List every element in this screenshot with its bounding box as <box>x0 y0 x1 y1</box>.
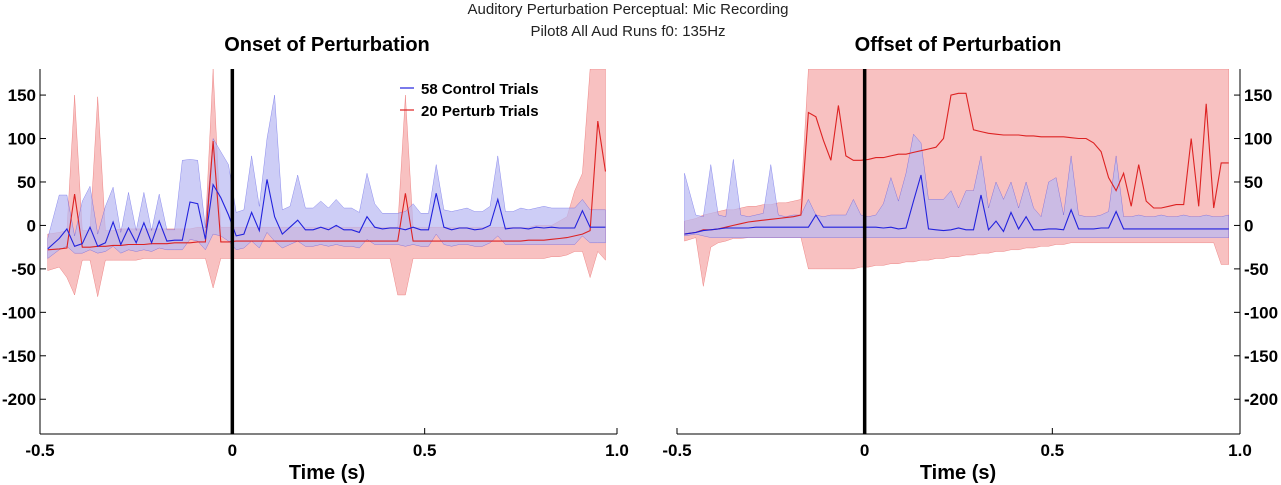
offset-series-group <box>684 69 1229 287</box>
onset-panel-title: Onset of Perturbation <box>224 34 430 56</box>
legend-perturb-label: 20 Perturb Trials <box>421 103 539 120</box>
offset-y-tick-label: -50 <box>1244 260 1269 279</box>
offset-x-tick-label: 1.0 <box>1228 441 1252 460</box>
onset-plot-area: -0.5 0 0.5 1.0 150 100 50 0 -50 -100 -150 -200 <box>2 69 629 460</box>
onset-x-tick-label: 1.0 <box>605 441 629 460</box>
onset-x-axis-label: Time (s) <box>289 462 365 484</box>
onset-y-tick-label: -200 <box>2 390 36 409</box>
offset-y-tick-label: -150 <box>1244 347 1278 366</box>
offset-y-tick-label: 0 <box>1244 216 1253 235</box>
offset-y-tick-label: -100 <box>1244 303 1278 322</box>
onset-y-tick-label: -150 <box>2 347 36 366</box>
onset-y-tick-label: -50 <box>11 260 36 279</box>
onset-x-tick-label: 0 <box>228 441 237 460</box>
onset-panel: Onset of Perturbation -0.5 0 0.5 1.0 150 100 5… <box>2 34 629 484</box>
offset-y-tick-label: 50 <box>1244 173 1263 192</box>
offset-y-tick-label: 150 <box>1244 86 1272 105</box>
offset-x-tick-label: 0 <box>860 441 869 460</box>
offset-x-axis-label: Time (s) <box>920 462 996 484</box>
offset-perturb-confidence-band <box>684 69 1229 287</box>
offset-x-tick-label: 0.5 <box>1041 441 1065 460</box>
offset-plot-area: -0.5 0 0.5 1.0 150 100 50 0 -50 -100 -150 -200 <box>662 69 1278 460</box>
onset-x-tick-label: -0.5 <box>25 441 54 460</box>
legend-control-label: 58 Control Trials <box>421 81 539 98</box>
offset-control-mean-line <box>684 174 1229 235</box>
onset-y-tick-label: 150 <box>8 86 36 105</box>
figure-title-line-2: Pilot8 All Aud Runs f0: 135Hz <box>530 23 725 40</box>
onset-x-tick-label: 0.5 <box>413 441 437 460</box>
onset-y-tick-label: 100 <box>8 130 36 149</box>
onset-y-tick-label: 0 <box>27 216 36 235</box>
onset-y-tick-label: -100 <box>2 303 36 322</box>
onset-y-tick-label: 50 <box>17 173 36 192</box>
offset-perturb-mean-line <box>684 92 1229 235</box>
legend: 58 Control Trials 20 Perturb Trials <box>400 81 539 120</box>
offset-y-tick-label: 100 <box>1244 130 1272 149</box>
offset-y-tick-label: -200 <box>1244 390 1278 409</box>
offset-x-tick-label: -0.5 <box>662 441 691 460</box>
onset-perturb-mean-line <box>47 121 607 251</box>
offset-panel: Offset of Perturbation -0.5 0 0.5 1.0 150 100… <box>662 34 1278 484</box>
offset-panel-title: Offset of Perturbation <box>855 34 1062 56</box>
onset-series-group <box>47 69 607 297</box>
figure-title-line-1: Auditory Perturbation Perceptual: Mic Re… <box>468 1 789 18</box>
onset-control-mean-line <box>47 179 606 250</box>
